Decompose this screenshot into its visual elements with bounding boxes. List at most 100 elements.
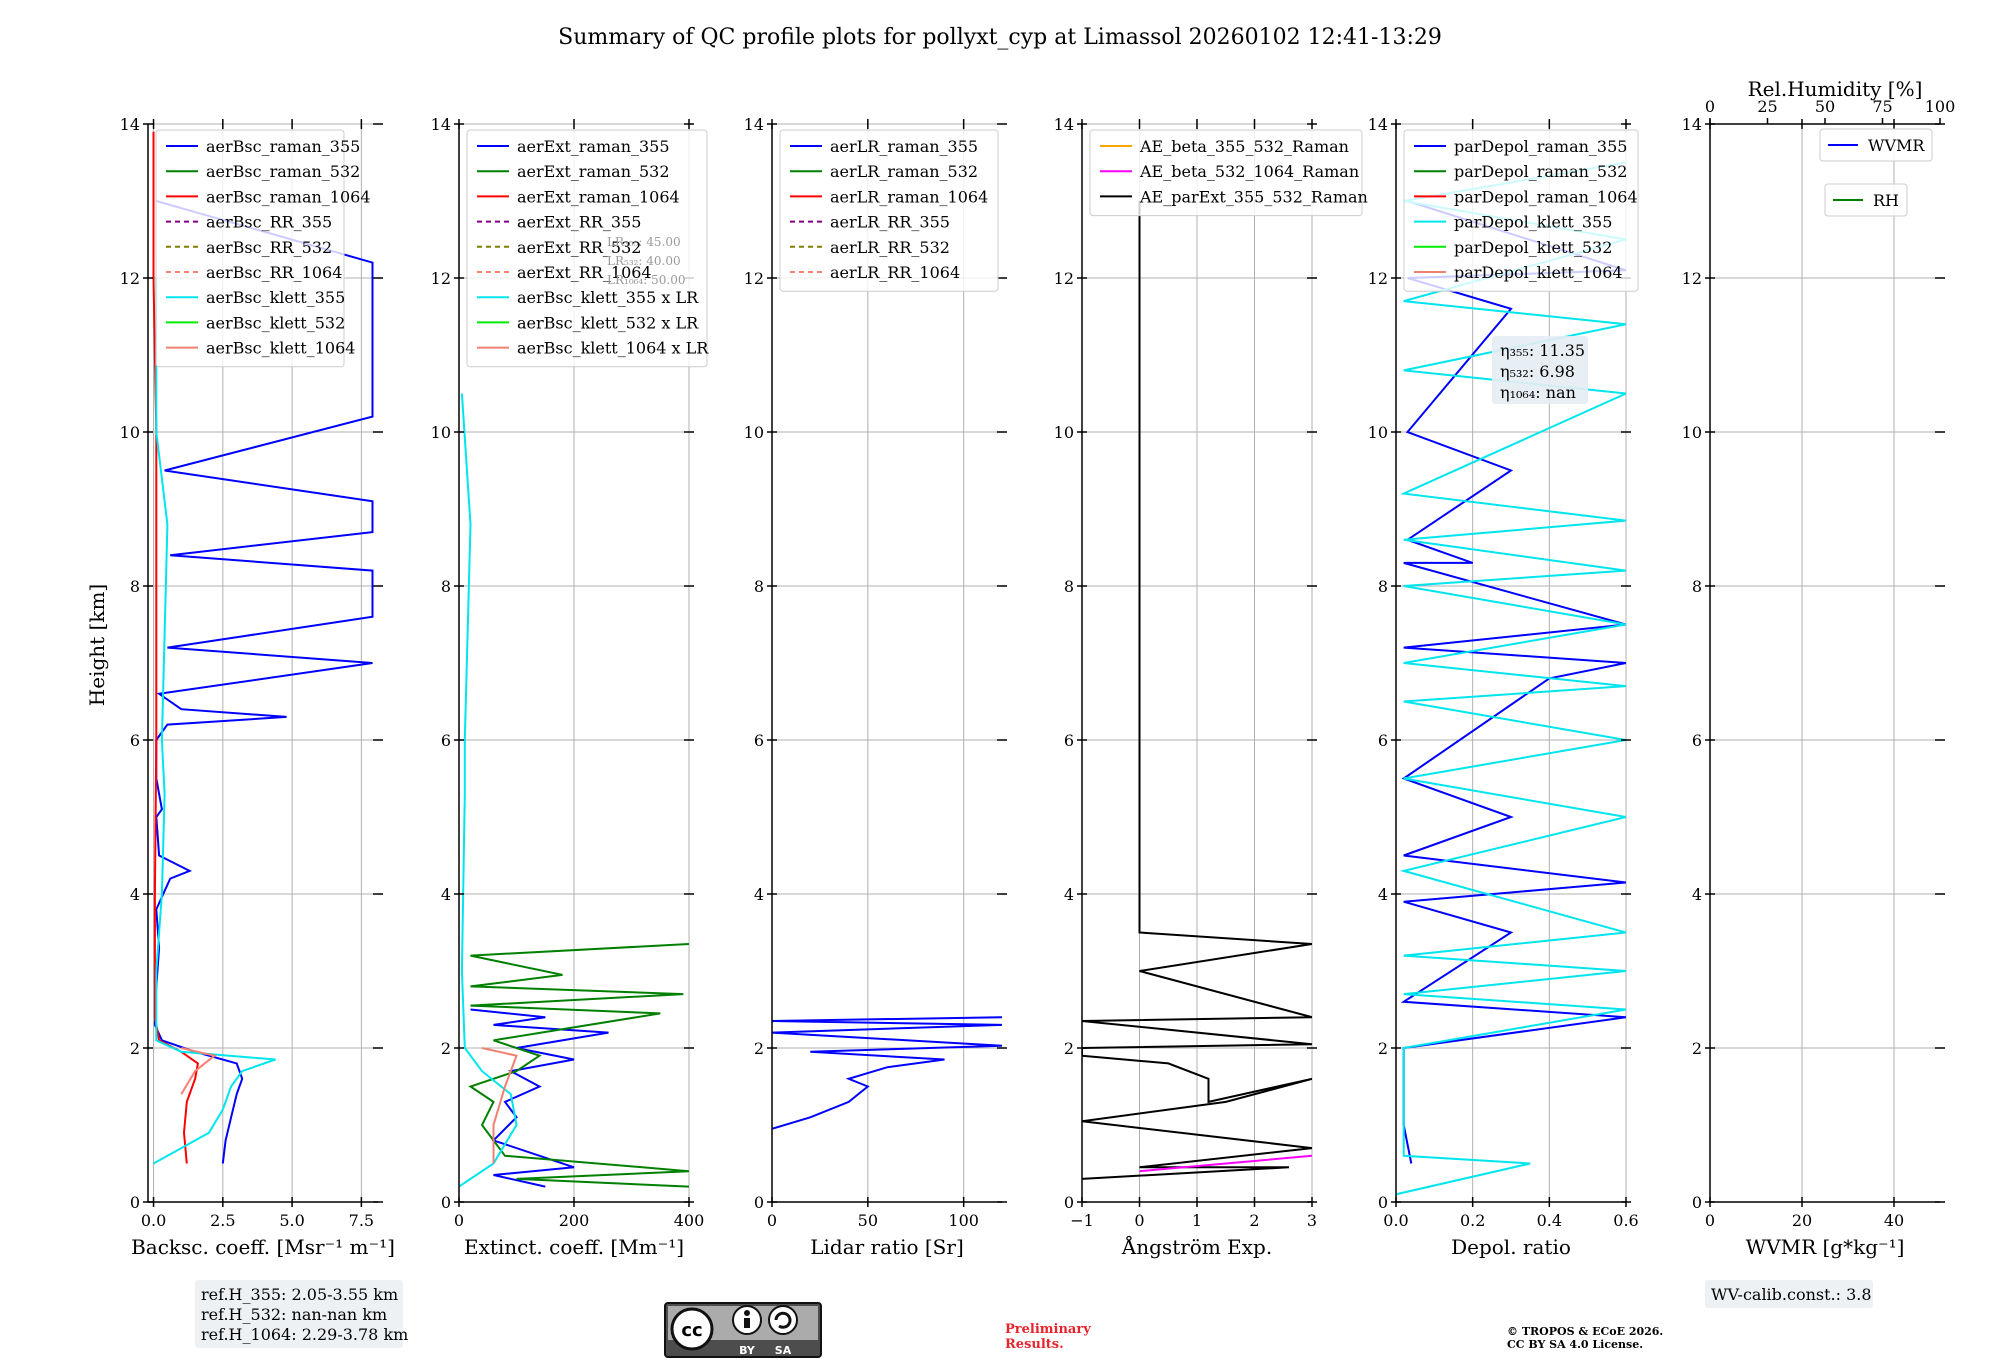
x-axis-label: Backsc. coeff. [Msr⁻¹ m⁻¹] — [131, 1235, 395, 1259]
legend-label: AE_parExt_355_532_Raman — [1139, 187, 1368, 206]
y-tick-label: 14 — [1368, 115, 1388, 134]
legend-box — [1403, 129, 1639, 292]
legend-label: aerBsc_RR_1064 — [206, 263, 342, 282]
legend-label: parDepol_klett_1064 — [1454, 263, 1623, 282]
top-x-tick-label: 50 — [1815, 97, 1835, 116]
y-tick-label: 8 — [441, 577, 451, 596]
legend-label: aerBsc_klett_532 — [206, 313, 345, 332]
series-parDepol_klett_355 — [1396, 161, 1626, 1196]
legend-box — [155, 129, 345, 368]
y-tick-label: 8 — [1692, 577, 1702, 596]
y-tick-label: 6 — [441, 731, 451, 750]
y-tick-label: 4 — [1692, 885, 1702, 904]
series-aerBsc_klett_355 x LR — [459, 393, 518, 1188]
info-box — [195, 1280, 403, 1348]
y-tick-label: 0 — [441, 1193, 451, 1212]
legend-label: parDepol_raman_1064 — [1454, 187, 1638, 206]
legend-box — [1824, 183, 1908, 217]
info-line: ref.H_1064: 2.29-3.78 km — [201, 1325, 408, 1344]
eta-label: η₁₀₆₄: nan — [1500, 383, 1576, 402]
y-tick-label: 10 — [1054, 423, 1074, 442]
lr-label: LR₃₅₅: 45.00 — [607, 235, 681, 249]
y-tick-label: 0 — [130, 1193, 140, 1212]
y-tick-label: 2 — [754, 1039, 764, 1058]
legend: parDepol_raman_355 parDepol_raman_532 parD… — [1403, 129, 1639, 292]
x-axis-label: WVMR [g*kg⁻¹] — [1746, 1235, 1905, 1259]
y-axis-label: Height [km] — [85, 584, 109, 706]
y-tick-label: 8 — [130, 577, 140, 596]
legend: AE_beta_355_532_Raman AE_beta_532_1064_Ra… — [1089, 129, 1368, 217]
series-group — [772, 1016, 1002, 1130]
x-tick-label: 50 — [858, 1211, 878, 1230]
legend-label: aerExt_raman_1064 — [517, 187, 680, 206]
y-tick-label: 14 — [1054, 115, 1074, 134]
y-tick-label: 10 — [1368, 423, 1388, 442]
legend-label: parDepol_klett_532 — [1454, 238, 1612, 257]
x-tick-label: 2 — [1249, 1211, 1259, 1230]
top-x-tick-label: 25 — [1757, 97, 1777, 116]
series-aerLR_raman_355 — [772, 1016, 1002, 1130]
copyright-line-1: © TROPOS & ECoE 2026. — [1507, 1325, 1663, 1338]
x-tick-label: −1 — [1070, 1211, 1094, 1230]
series-AE_parExt_355_532_Raman — [1082, 201, 1312, 1180]
y-tick-label: 10 — [431, 423, 451, 442]
cc-icon — [670, 1307, 714, 1351]
y-tick-label: 4 — [754, 885, 764, 904]
legend-box — [1819, 128, 1933, 162]
x-axis-label: Ångström Exp. — [1121, 1234, 1272, 1259]
legend-label: aerBsc_klett_355 x LR — [517, 288, 699, 307]
legend-label: parDepol_klett_355 — [1454, 213, 1612, 232]
y-tick-label: 2 — [130, 1039, 140, 1058]
sa-icon — [768, 1305, 798, 1335]
y-tick-label: 6 — [1064, 731, 1074, 750]
panel-3: 0 2 4 6 8 10 12 14 0 50 100 Lidar ratio [Sr] aerLR_r… — [744, 115, 1007, 1259]
eta-label: η₃₅₅: 11.35 — [1500, 341, 1585, 360]
x-tick-label: 5.0 — [279, 1211, 304, 1230]
y-tick-label: 8 — [1378, 577, 1388, 596]
x-tick-label: 0.4 — [1537, 1211, 1562, 1230]
y-tick-label: 2 — [1692, 1039, 1702, 1058]
series-group — [459, 393, 689, 1188]
panel-5: 0 2 4 6 8 10 12 14 0.0 0.2 0.4 0.6 Depol. ratio parDe… — [1368, 115, 1639, 1259]
y-tick-label: 4 — [1378, 885, 1388, 904]
y-tick-label: 12 — [1368, 269, 1388, 288]
y-tick-label: 10 — [120, 423, 140, 442]
x-tick-label: 0 — [1705, 1211, 1715, 1230]
x-tick-label: 0 — [454, 1211, 464, 1230]
x-tick-label: 3 — [1307, 1211, 1317, 1230]
y-tick-label: 4 — [1064, 885, 1074, 904]
legend-label: aerBsc_RR_532 — [206, 238, 332, 257]
y-tick-label: 6 — [1378, 731, 1388, 750]
y-tick-label: 14 — [120, 115, 140, 134]
x-tick-label: 0.2 — [1460, 1211, 1485, 1230]
series-group — [1082, 201, 1312, 1180]
y-tick-label: 12 — [1682, 269, 1702, 288]
legend-label: aerLR_RR_355 — [830, 213, 950, 232]
legend-box — [779, 129, 999, 292]
y-tick-label: 0 — [1064, 1193, 1074, 1212]
legend: WVMR RH — [1819, 128, 1933, 217]
y-tick-label: 10 — [744, 423, 764, 442]
y-tick-label: 10 — [1682, 423, 1702, 442]
panel-1: 0 2 4 6 8 10 12 14 0.0 2.5 5.0 7.5 Backsc. coeff. [M… — [120, 115, 408, 1348]
legend-label: aerLR_RR_1064 — [830, 263, 960, 282]
panel-2: 0 2 4 6 8 10 12 14 0 200 400 Extinct. coeff. [Mm⁻¹]… — [431, 115, 710, 1259]
info-line: ref.H_355: 2.05-3.55 km — [201, 1285, 398, 1304]
series-aerBsc_klett_355 — [153, 278, 276, 1165]
legend-label: aerExt_RR_1064 — [517, 263, 652, 282]
legend-label: parDepol_raman_532 — [1454, 162, 1627, 181]
legend-label: AE_beta_355_532_Raman — [1139, 137, 1349, 156]
x-tick-label: 7.5 — [349, 1211, 374, 1230]
x-axis-label: Lidar ratio [Sr] — [810, 1235, 964, 1259]
series-group — [152, 131, 374, 1165]
y-tick-label: 12 — [431, 269, 451, 288]
legend-label: aerBsc_klett_355 — [206, 288, 345, 307]
license-badge: cc BY SA — [664, 1302, 822, 1358]
legend-label: aerBsc_klett_1064 x LR — [517, 339, 709, 358]
series-group — [1396, 161, 1626, 1196]
cc-icon-text: cc — [681, 1320, 702, 1341]
legend-box — [1089, 129, 1363, 217]
top-x-tick-label: 75 — [1872, 97, 1892, 116]
eta-label: η₅₃₂: 6.98 — [1500, 362, 1575, 381]
series-aerExt_raman_355 — [470, 1008, 609, 1188]
